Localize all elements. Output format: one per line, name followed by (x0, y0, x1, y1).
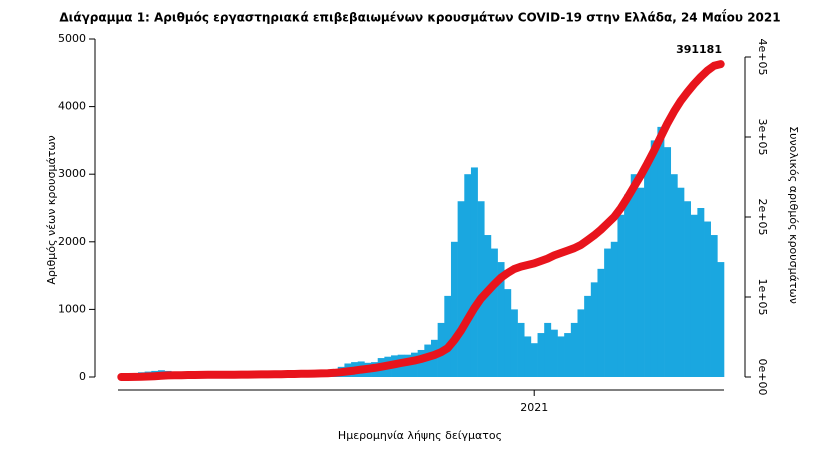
cumulative-line (117, 60, 725, 381)
bar (590, 282, 598, 377)
bar (704, 221, 711, 377)
bar (444, 295, 452, 377)
y2-tick-label: 0e+00 (756, 359, 769, 396)
bar (597, 268, 605, 377)
bar (484, 235, 492, 377)
bar (684, 201, 692, 377)
bar (497, 262, 505, 377)
bar (504, 289, 512, 377)
x-axis-label: Ημερομηνία λήψης δείγματος (338, 429, 502, 442)
bar (677, 187, 685, 377)
bar (717, 262, 725, 377)
bar (550, 329, 558, 377)
bar (630, 174, 638, 377)
bar (617, 214, 625, 377)
y2-tick-label: 4e+05 (756, 39, 769, 76)
bar (457, 201, 465, 377)
bar (404, 354, 412, 377)
y-tick-label: 5000 (58, 32, 86, 45)
y-tick-label: 0 (79, 370, 86, 383)
bar (644, 160, 652, 377)
y2-tick-label: 1e+05 (756, 279, 769, 316)
bar (477, 201, 485, 377)
annotation: 391181 (676, 43, 722, 56)
bar (450, 241, 458, 377)
y-tick-label: 4000 (58, 100, 86, 113)
y2-tick-label: 2e+05 (756, 199, 769, 236)
y-tick-label: 2000 (58, 235, 86, 248)
bar (411, 352, 418, 377)
bar (664, 147, 672, 377)
bar (490, 248, 498, 377)
y2-tick-label: 3e+05 (756, 119, 769, 156)
bar (657, 126, 665, 377)
bar (464, 174, 472, 377)
bar (470, 167, 478, 377)
bar (624, 194, 632, 377)
bar (690, 214, 698, 377)
bar (670, 174, 678, 377)
chart-title: Διάγραμμα 1: Αριθμός εργαστηριακά επιβεβ… (59, 9, 780, 25)
bar (697, 208, 705, 377)
bar (537, 333, 545, 377)
bar (524, 336, 532, 377)
bar (650, 140, 658, 377)
bar (557, 336, 565, 377)
bar (510, 309, 518, 377)
bar (564, 333, 572, 377)
y-axis-label: Αριθμός νέων κρουσμάτων (45, 135, 58, 284)
bar (710, 235, 718, 377)
bar (570, 322, 578, 377)
bar (530, 343, 538, 377)
x-tick-label: 2021 (520, 401, 548, 414)
y2-axis-label: Συνολικός αριθμός κρουσμάτων (787, 126, 800, 304)
bar (417, 349, 425, 377)
bar (544, 322, 552, 377)
bar (517, 322, 525, 377)
bar (610, 241, 618, 377)
bar (577, 309, 585, 377)
bar (604, 248, 612, 377)
bar (584, 295, 592, 377)
y-tick-label: 3000 (58, 167, 86, 180)
y-tick-label: 1000 (58, 302, 86, 315)
bar (637, 187, 645, 377)
